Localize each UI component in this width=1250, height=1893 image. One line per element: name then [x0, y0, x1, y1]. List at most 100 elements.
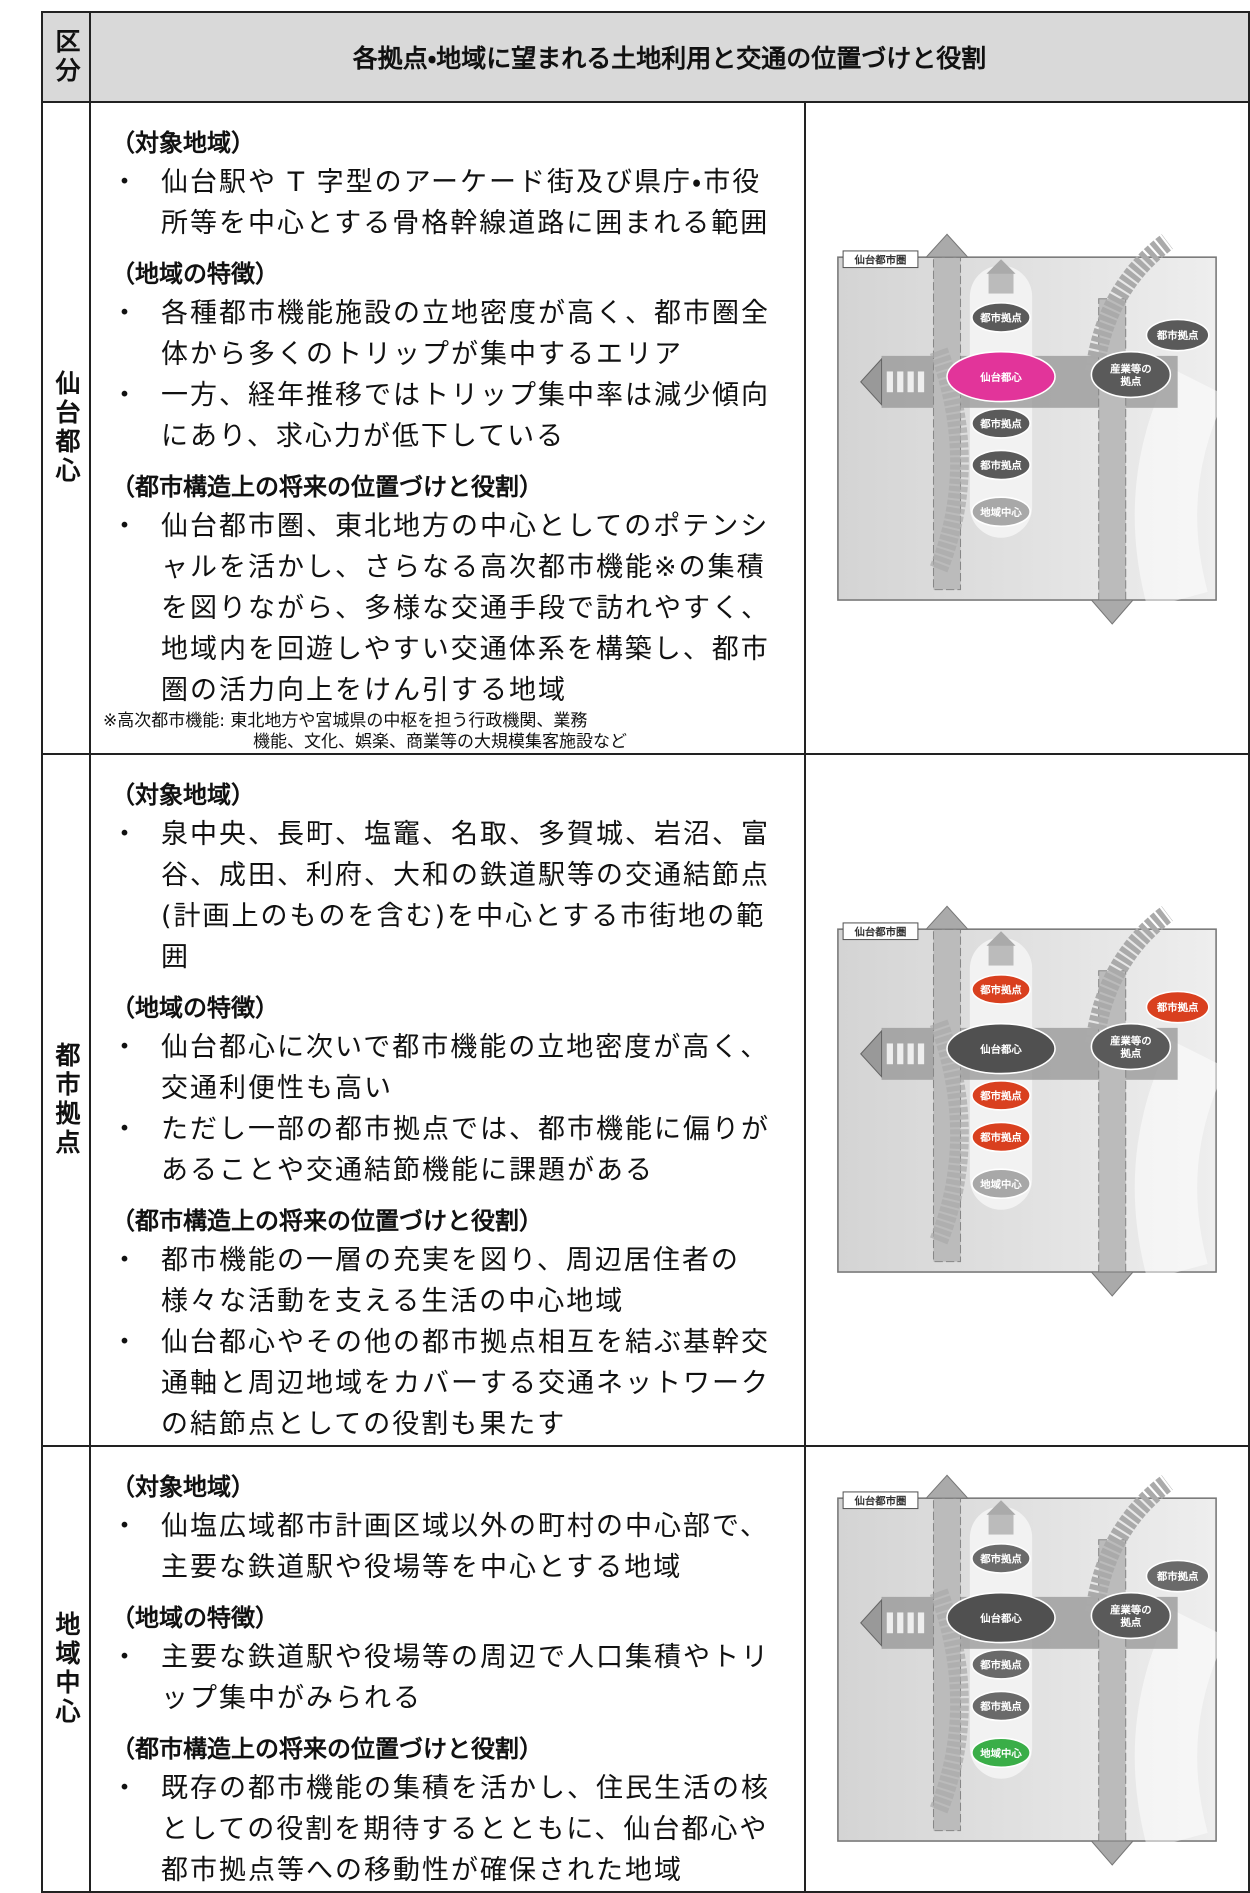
node: [971, 1690, 1031, 1722]
node-label: 産業等の拠点: [1110, 362, 1152, 387]
item-text: 仙台都市圏、東北地方の中心としてのポテンシャルを活かし、さらなる高次都市機能※の…: [161, 511, 770, 706]
item-text: 既存の都市機能の集積を活かし、住民生活の核としての役割を期待するとともに、仙台都…: [161, 1773, 770, 1886]
dash: [907, 1612, 914, 1634]
node: [946, 1022, 1056, 1075]
node: [971, 1080, 1031, 1111]
dash: [886, 1043, 893, 1065]
bullet: ・: [111, 1642, 140, 1673]
bullet-item: ・仙台駅や T 字型のアーケード街及び県庁・市役所等を中心とする骨格幹線道路に囲…: [103, 162, 790, 244]
node-label-line: 都市拠点: [979, 1659, 1022, 1672]
bullet: ・: [111, 1032, 140, 1063]
section-heading: （地域の特徴）: [111, 260, 279, 288]
bullet: ・: [111, 298, 140, 329]
node-label: 地域中心: [980, 506, 1022, 519]
frame-label-box: [842, 1491, 919, 1510]
node: [946, 350, 1056, 403]
frame-label-box: [842, 250, 919, 269]
category-cell: 都市拠点: [41, 753, 91, 1447]
curve-arrow-right: [1085, 1475, 1173, 1614]
node-label-line: 地域中心: [980, 506, 1022, 519]
bullet-item: ・仙台都市圏、東北地方の中心としてのポテンシャルを活かし、さらなる高次都市機能※…: [103, 506, 790, 711]
arrow-left: [860, 1029, 883, 1079]
arrow-left: [860, 357, 883, 407]
node-label-line: 地域中心: [980, 1178, 1022, 1191]
dash: [897, 1612, 904, 1634]
header-title: 各拠点・地域に望まれる土地利用と交通の位置づけと役割: [88, 11, 1250, 103]
item-text: 仙塩広域都市計画区域以外の町村の中心部で、主要な鉄道駅や役場等を中心とする地域: [161, 1511, 769, 1583]
item-text: ただし一部の都市拠点では、都市機能に偏りがあることや交通結節機能に課題がある: [161, 1114, 770, 1186]
dash: [917, 371, 925, 393]
dash: [907, 1043, 914, 1065]
node: [971, 1168, 1031, 1200]
item-text: 仙台都心やその他の都市拠点相互を結ぶ基幹交通軸と周辺地域をカバーする交通ネットワ…: [161, 1327, 770, 1440]
node: [971, 1737, 1031, 1769]
section-heading: （地域の特徴）: [111, 994, 279, 1022]
node-label-line: 都市拠点: [979, 984, 1022, 997]
category-label: 仙台都心: [52, 370, 81, 486]
curve-arrow-right: [1085, 234, 1173, 373]
curve-arrow-right: [1085, 906, 1173, 1045]
item-text: 泉中央、長町、塩竈、名取、多賀城、岩沼、富谷、成田、利府、大和の鉄道駅等の交通結…: [161, 819, 770, 973]
v-axis-2: [1098, 1539, 1127, 1842]
node-label: 産業等の拠点: [1110, 1034, 1152, 1059]
node-label-line: 仙台都心: [979, 1043, 1022, 1056]
category-cell: 地域中心: [41, 1445, 91, 1893]
node-label-line: 産業等の: [1110, 1034, 1152, 1047]
node-label-line: 仙台都心: [979, 1612, 1022, 1625]
node-label-line: 都市拠点: [979, 1090, 1022, 1103]
node-label: 都市拠点: [1156, 1570, 1199, 1583]
table-row: 都市拠点 （対象地域）・泉中央、長町、塩竈、名取、多賀城、岩沼、富谷、成田、利府、…: [41, 753, 1250, 1447]
node-label-line: 都市拠点: [979, 459, 1022, 472]
diagram-cell: 仙台都市圏 都市拠点 仙台都心 都市拠点 都市拠点 地域中心 都市拠点 産業等の拠点: [803, 1445, 1250, 1893]
node-label: 都市拠点: [979, 1700, 1022, 1713]
frame-label-box: [842, 922, 919, 941]
content-cell: （対象地域）・泉中央、長町、塩竈、名取、多賀城、岩沼、富谷、成田、利府、大和の鉄…: [89, 753, 806, 1447]
section-heading: （対象地域）: [111, 129, 255, 157]
item-text: 都市機能の一層の充実を図り、周辺居住者の様々な活動を支える生活の中心地域: [161, 1245, 740, 1317]
arrow-up: [925, 905, 969, 930]
curve: [1134, 367, 1227, 609]
bullet: ・: [111, 511, 140, 542]
node: [971, 1543, 1031, 1574]
node-label-line: 拠点: [1121, 1616, 1142, 1629]
bullet-item: ・主要な鉄道駅や役場等の周辺で人口集積やトリップ集中がみられる: [103, 1637, 790, 1719]
small-arrow: [988, 1513, 1014, 1535]
small-arrow: [988, 272, 1014, 294]
frame-label: 仙台都市圏: [854, 925, 907, 938]
node: [971, 1121, 1031, 1153]
section-heading: （地域の特徴）: [111, 1604, 279, 1632]
dash: [907, 371, 914, 393]
item-text: 各種都市機能施設の立地密度が高く、都市圏全体から多くのトリップが集中するエリア: [161, 298, 770, 370]
node: [971, 1649, 1031, 1680]
v-axis-2: [1098, 298, 1127, 601]
section-heading: （都市構造上の将来の位置づけと役割）: [111, 473, 543, 501]
category-label: 都市拠点: [52, 1042, 81, 1158]
note-line: 機能、文化、娯楽、商業等の大規模集客施設など: [253, 732, 627, 752]
category-label: 地域中心: [52, 1611, 81, 1727]
bullet: ・: [111, 1327, 140, 1358]
v-axis-2: [1098, 970, 1127, 1273]
bullet-item: ・都市機能の一層の充実を図り、周辺居住者の様々な活動を支える生活の中心地域: [103, 1240, 790, 1322]
curve: [1134, 1608, 1227, 1850]
bullet-item: ・既存の都市機能の集積を活かし、住民生活の核としての役割を期待するとともに、仙台…: [103, 1768, 790, 1891]
table-row: 地域中心 （対象地域）・仙塩広域都市計画区域以外の町村の中心部で、主要な鉄道駅や役…: [41, 1445, 1250, 1893]
node-label-line: 都市拠点: [1156, 1570, 1199, 1583]
diagram-cell: 仙台都市圏 都市拠点 仙台都心 都市拠点 都市拠点 地域中心 都市拠点 産業等の拠点: [803, 753, 1250, 1447]
node: [1090, 350, 1172, 399]
node-label: 都市拠点: [979, 1090, 1022, 1103]
item-text: 一方、経年推移ではトリップ集中率は減少傾向にあり、求心力が低下している: [161, 380, 770, 452]
node-label-line: 都市拠点: [979, 1700, 1022, 1713]
node-label-line: 都市拠点: [979, 1553, 1022, 1566]
node-label-line: 都市拠点: [1156, 1001, 1199, 1014]
node: [1145, 1559, 1210, 1593]
curve: [1134, 1039, 1227, 1281]
node-label-line: 仙台都心: [979, 371, 1022, 384]
note: ※高次都市機能: 東北地方や宮城県の中枢を担う行政機関、業務 機能、文化、娯楽、商…: [103, 711, 790, 753]
node-label-line: 都市拠点: [1156, 329, 1199, 342]
node-label: 都市拠点: [979, 1553, 1022, 1566]
item-text: 仙台都心に次いで都市機能の立地密度が高く、交通利便性も高い: [161, 1032, 770, 1104]
node: [946, 1591, 1056, 1644]
node-label: 仙台都心: [979, 1612, 1022, 1625]
node-label: 都市拠点: [979, 984, 1022, 997]
